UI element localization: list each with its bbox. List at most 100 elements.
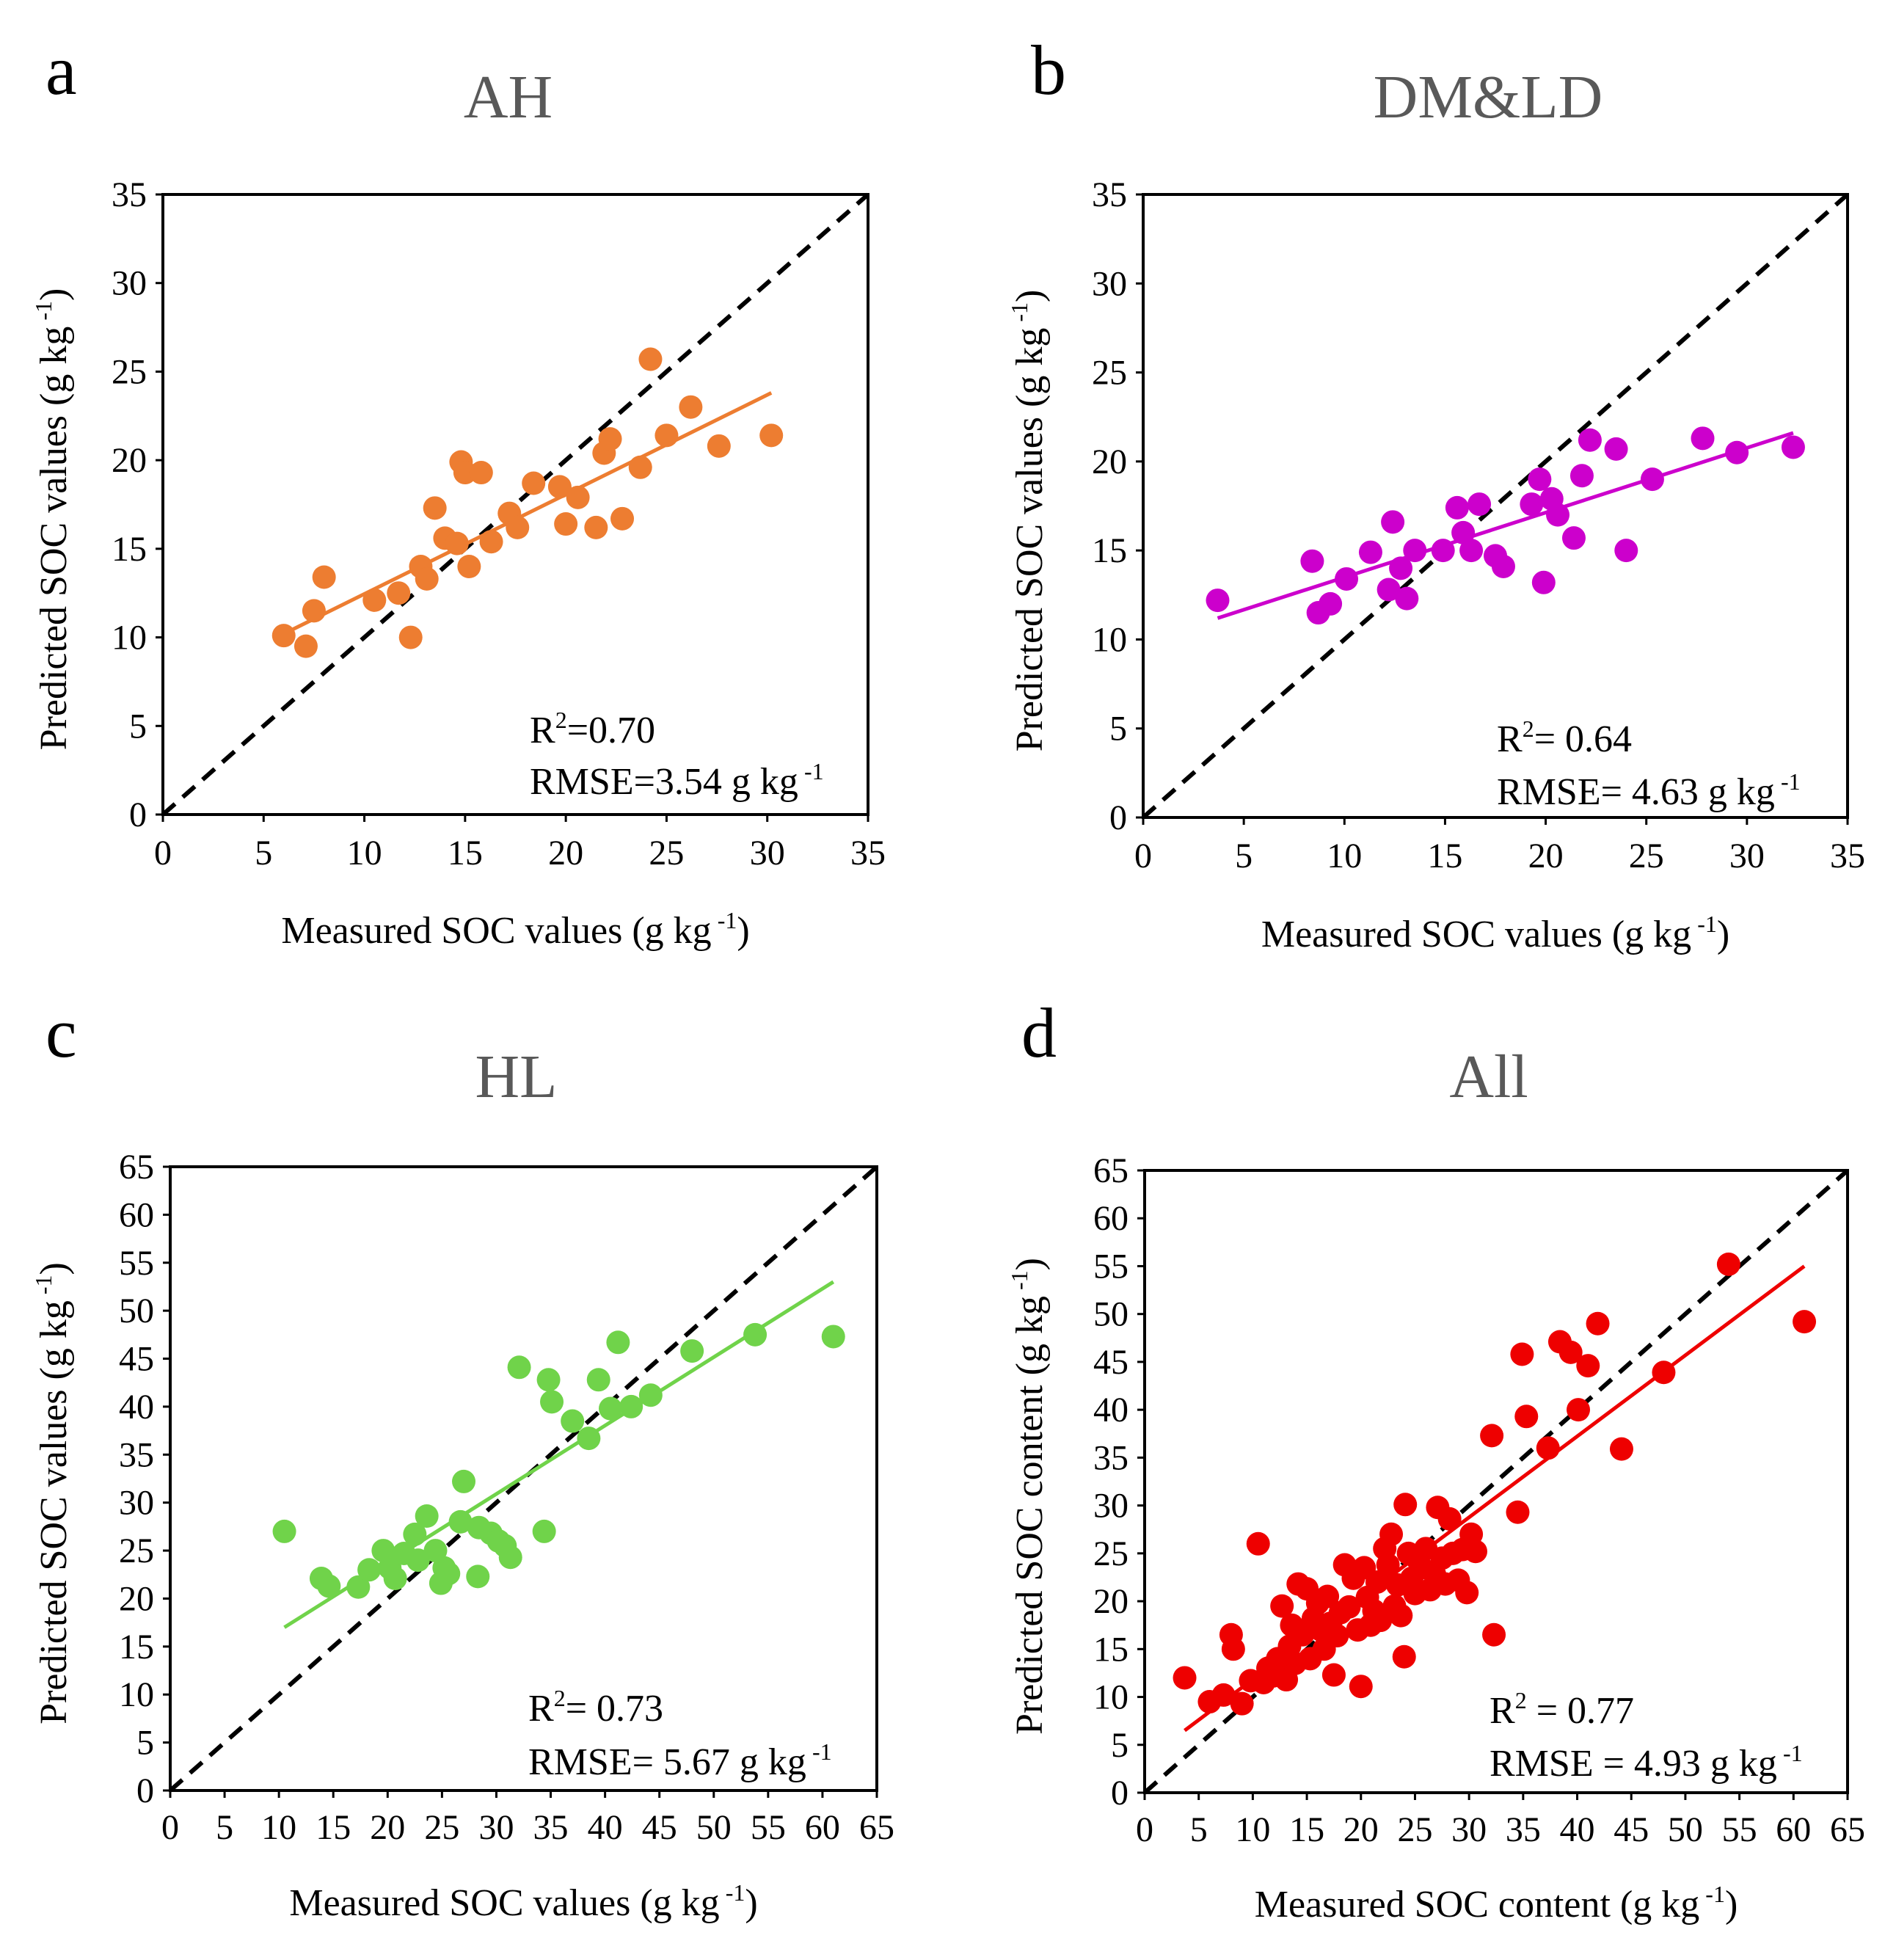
- r2-value: = 0.77: [1527, 1690, 1634, 1732]
- y-tick-label: 15: [1092, 531, 1127, 570]
- data-point: [1206, 589, 1230, 613]
- data-point: [638, 1383, 663, 1407]
- r2-value: =0.70: [567, 710, 655, 751]
- y-tick-label: 0: [136, 1771, 154, 1810]
- x-axis-label-text: Measured SOC values (g kg: [1261, 914, 1691, 955]
- data-point: [1558, 1340, 1583, 1364]
- panel-b: b DM&LD 00 5 5 10 10 15 15 20 20 25 25 30 30 35 35 R2= 0.…: [1006, 31, 1865, 955]
- r2-superscript: 2: [554, 1685, 566, 1711]
- x-axis-label-end: ): [1725, 1884, 1738, 1926]
- y-tick-label: 5: [1109, 710, 1127, 748]
- rmse-superscript: -1: [1783, 1740, 1803, 1766]
- y-tick-label: 65: [119, 1148, 154, 1187]
- x-tick-label: 5: [1190, 1810, 1208, 1849]
- r2-label: R: [528, 1688, 554, 1730]
- y-axis-label: Predicted SOC values (g kg -1): [30, 288, 75, 751]
- r2-value: = 0.73: [566, 1688, 663, 1730]
- data-point: [1546, 503, 1570, 527]
- plot-frame: [1143, 1169, 1849, 1794]
- x-tick-label: 25: [649, 834, 684, 872]
- panel-letter: b: [1031, 31, 1066, 109]
- data-point: [415, 1504, 439, 1528]
- data-point: [1604, 437, 1628, 461]
- data-point: [403, 1522, 427, 1546]
- x-tick-label: 20: [548, 834, 583, 872]
- data-point: [1337, 1595, 1361, 1619]
- data-point: [743, 1322, 767, 1347]
- data-point: [1389, 1603, 1413, 1628]
- data-point: [1506, 1500, 1530, 1524]
- data-point: [619, 1394, 643, 1418]
- data-point: [1567, 1398, 1591, 1422]
- y-axis-label-text: Predicted SOC values (g kg: [33, 1300, 75, 1724]
- data-point: [1437, 1507, 1462, 1531]
- y-tick-label: 10: [119, 1675, 154, 1714]
- data-point: [1455, 1581, 1479, 1605]
- r-squared-annotation: R2=0.70: [530, 707, 655, 751]
- y-tick-label: 35: [119, 1435, 154, 1474]
- data-point: [271, 624, 296, 648]
- panel-title: All: [1449, 1043, 1528, 1111]
- y-tick-label: 0: [1111, 1774, 1129, 1813]
- x-tick-label: 55: [1722, 1810, 1757, 1849]
- data-point: [1725, 440, 1749, 465]
- x-axis-label-text: Measured SOC values (g kg: [289, 1882, 719, 1924]
- data-point: [1459, 539, 1484, 563]
- data-point: [522, 471, 546, 495]
- data-point: [272, 1519, 296, 1543]
- r2-label: R: [1497, 718, 1523, 760]
- data-point: [577, 1427, 601, 1451]
- y-axis-label: Predicted SOC content (g kg -1): [1006, 1258, 1051, 1735]
- x-tick-label: 15: [1289, 1810, 1324, 1849]
- y-axis-label-end: ): [1009, 290, 1051, 302]
- data-point: [1358, 540, 1382, 564]
- x-tick-label: 40: [1560, 1810, 1595, 1849]
- data-point: [1451, 520, 1476, 544]
- y-axis-label-text: Predicted SOC values (g kg: [33, 327, 75, 751]
- y-tick-label: 65: [1093, 1151, 1129, 1190]
- rmse-superscript: -1: [804, 758, 824, 784]
- y-tick-label: 55: [119, 1244, 154, 1283]
- data-point: [1652, 1360, 1676, 1385]
- x-tick-label: 0: [154, 834, 172, 872]
- data-point: [1377, 578, 1401, 602]
- data-point: [540, 1390, 564, 1414]
- y-tick-label: 35: [1093, 1438, 1129, 1477]
- x-tick-label: 0: [1134, 837, 1152, 875]
- data-point: [1393, 1493, 1418, 1517]
- y-tick-label: 30: [1092, 264, 1127, 303]
- x-axis-label-superscript: -1: [1705, 1881, 1725, 1907]
- data-point: [1716, 1252, 1740, 1276]
- x-tick-label: 35: [1506, 1810, 1541, 1849]
- panel-letter: d: [1021, 994, 1057, 1072]
- y-axis-label-text: Predicted SOC content (g kg: [1009, 1296, 1051, 1735]
- x-tick-label: 0: [161, 1808, 179, 1847]
- y-tick-label: 35: [1092, 175, 1127, 214]
- data-point: [317, 1574, 341, 1598]
- y-axis-label-text: Predicted SOC values (g kg: [1009, 328, 1051, 752]
- x-tick-label: 15: [1427, 837, 1462, 875]
- x-tick-label: 30: [750, 834, 785, 872]
- y-tick-label: 55: [1093, 1247, 1129, 1286]
- data-point: [1793, 1310, 1817, 1334]
- x-axis-label-end: ): [1717, 914, 1729, 955]
- r-squared-annotation: R2= 0.64: [1497, 715, 1632, 760]
- panel-title: HL: [475, 1043, 558, 1111]
- data-point: [457, 555, 481, 578]
- x-tick-label: 5: [255, 834, 272, 872]
- data-point: [1246, 1531, 1270, 1556]
- data-point: [1381, 510, 1405, 534]
- data-point: [507, 1355, 531, 1380]
- x-axis-label: Measured SOC content (g kg -1): [1255, 1881, 1738, 1926]
- y-tick-label: 20: [119, 1579, 154, 1618]
- data-point: [1569, 464, 1594, 488]
- data-point: [1536, 1436, 1560, 1460]
- x-axis-label-text: Measured SOC content (g kg: [1255, 1884, 1700, 1926]
- y-tick-label: 25: [1092, 354, 1127, 393]
- data-point: [547, 475, 572, 499]
- data-point: [707, 434, 731, 458]
- x-tick-label: 45: [1614, 1810, 1649, 1849]
- r-squared-annotation: R2= 0.73: [528, 1685, 663, 1730]
- data-point: [606, 1330, 630, 1355]
- x-tick-label: 10: [1327, 837, 1362, 875]
